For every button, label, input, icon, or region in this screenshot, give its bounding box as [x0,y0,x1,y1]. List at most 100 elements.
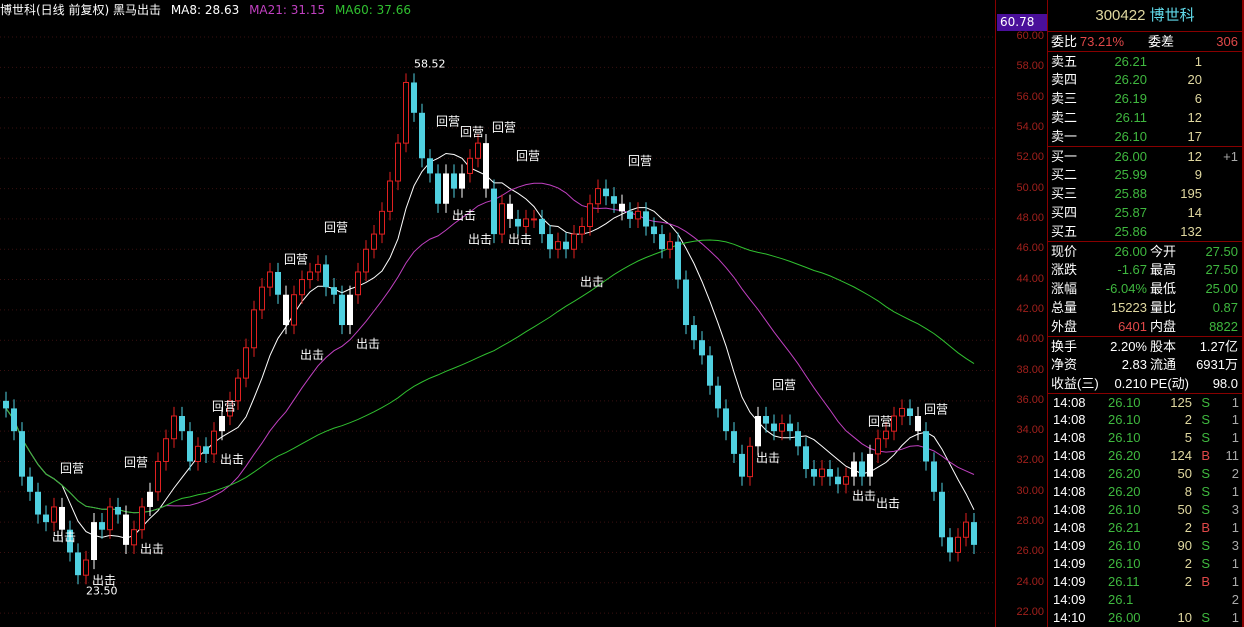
bid-row: 买二 25.99 9 [1048,165,1242,184]
candle-signal [915,416,921,432]
candle-signal [283,294,289,326]
candle-up [211,430,217,455]
weibi-value: 73.21% [1079,34,1124,49]
label: 流通 [1150,357,1177,372]
signal-label: 出击 [300,348,324,362]
side: S [1201,502,1210,517]
trade-tick-row: 14:08 26.21 2 B 1 [1048,519,1242,537]
finance-row: 收益(三) 0.210 PE(动) 98.0 [1048,374,1242,393]
value: 26.00 [1114,244,1147,259]
bid-row: 买四 25.87 14 [1048,203,1242,222]
signal-label: 出击 [508,233,532,247]
ma60-legend: MA60: 37.66 [334,3,411,17]
signal-label: 回营 [60,462,84,476]
candle-up [243,347,249,379]
candle-down [43,514,49,523]
y-tick-label: 24.00 [1016,575,1044,588]
volume: 8 [1184,484,1192,499]
volume: 10 [1177,610,1192,625]
price: 25.99 [1114,167,1147,182]
time: 14:08 [1053,484,1086,499]
price: 26.10 [1108,430,1141,445]
label: 买二 [1051,167,1078,182]
candle-down [411,82,417,113]
candle-down [939,491,945,538]
side: S [1201,466,1210,481]
candle-down [907,408,913,416]
label: 卖五 [1051,54,1078,69]
quote-panel: 300422 博世科 委比 73.21% 委差 306 卖五 26.21 1 卖四 26.20 20… [1048,0,1244,627]
time: 14:08 [1053,520,1086,535]
candle-up [747,445,753,478]
y-tick-label: 56.00 [1016,90,1044,103]
candle-up [171,415,177,440]
volume: 20 [1187,72,1202,87]
price: 26.20 [1108,484,1141,499]
price: 26.11 [1108,574,1140,589]
label: 现价 [1051,244,1078,259]
count: 1 [1231,484,1239,499]
signal-label: 回营 [628,154,652,168]
bid-row: 买三 25.88 195 [1048,184,1242,203]
value: 27.50 [1205,262,1238,277]
label: 最低 [1150,281,1177,296]
volume: 2 [1184,412,1192,427]
candle-up [379,210,385,235]
volume: 5 [1184,430,1192,445]
signal-label: 回营 [212,399,236,413]
candle-down [739,453,745,477]
label: 净资 [1051,357,1078,372]
candle-up [371,233,377,250]
candle-down [3,400,9,409]
candle-signal [219,416,225,432]
volume: 50 [1177,466,1192,481]
label: 外盘 [1051,319,1078,334]
candle-up [819,468,825,478]
candle-down [603,188,609,197]
y-tick-label: 26.00 [1016,545,1044,558]
trade-tick-row: 14:09 26.11 2 B 1 [1048,573,1242,591]
candle-up [891,415,897,432]
candle-signal [755,416,761,447]
candle-down [187,431,193,462]
candle-down [763,416,769,424]
candle-up [251,309,257,349]
price-axis: 60.78 60.00 58.00 56.00 54.00 52.00 50.00 48.0… [995,0,1048,627]
extreme-label: 23.50 [86,584,118,597]
volume: 2 [1184,556,1192,571]
candle-down [563,241,569,250]
candle-down [331,287,337,295]
trade-tick-row: 14:08 26.20 50 S 2 [1048,465,1242,483]
price: 26.00 [1114,149,1147,164]
candle-signal [459,173,465,189]
side: S [1201,484,1210,499]
volume: 12 [1187,110,1202,125]
y-tick-label: 36.00 [1016,393,1044,406]
time: 14:09 [1053,574,1086,589]
price: 26.10 [1108,412,1141,427]
candle-up [635,210,641,220]
label: 今开 [1150,244,1177,259]
candle-up [235,377,241,402]
candle-up [83,559,89,576]
finance-row: 净资 2.83 流通 6931万 [1048,355,1242,374]
y-tick-label: 60.00 [1016,30,1044,42]
label: 最高 [1150,262,1177,277]
value: 0.87 [1212,300,1238,315]
candle-down [651,226,657,235]
side: S [1201,430,1210,445]
y-tick-label: 30.00 [1016,484,1044,497]
value: 0.210 [1114,376,1147,391]
price: 26.21 [1108,520,1141,535]
value: 6401 [1118,319,1147,334]
time: 14:08 [1053,448,1086,463]
ask-row: 卖一 26.10 17 [1048,127,1242,146]
candle-up [403,81,409,144]
volume: 195 [1180,186,1202,201]
candle-up [963,521,969,538]
trade-tick-row: 14:09 26.1 2 [1048,591,1242,609]
trade-tick-row: 14:10 26.00 10 S 1 [1048,609,1242,627]
candle-down [515,218,521,227]
price: 26.21 [1114,54,1147,69]
